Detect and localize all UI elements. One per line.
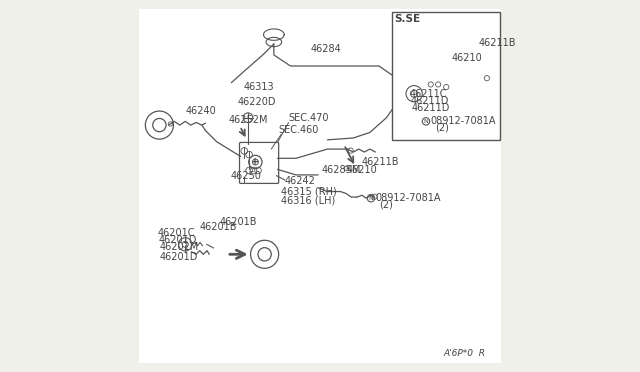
- Text: N: N: [424, 119, 428, 124]
- FancyBboxPatch shape: [239, 142, 278, 183]
- Text: 46201C: 46201C: [157, 228, 195, 238]
- Text: 46211D: 46211D: [411, 103, 449, 113]
- Text: +: +: [252, 157, 259, 167]
- Text: 46211B: 46211B: [362, 157, 399, 167]
- Text: 46284: 46284: [311, 44, 342, 54]
- Text: S.SE: S.SE: [395, 14, 420, 24]
- Text: SEC.460: SEC.460: [278, 125, 319, 135]
- Text: N: N: [369, 196, 373, 201]
- Text: 46201D: 46201D: [158, 235, 196, 245]
- Text: 46201D: 46201D: [159, 252, 198, 262]
- Text: 08912-7081A: 08912-7081A: [376, 193, 441, 203]
- Text: (2): (2): [379, 199, 392, 209]
- Text: 46252M: 46252M: [228, 115, 268, 125]
- Text: A'6P*0  R: A'6P*0 R: [444, 350, 486, 359]
- Text: 46242: 46242: [285, 176, 316, 186]
- Text: 46313: 46313: [243, 82, 274, 92]
- Text: 46220D: 46220D: [237, 97, 276, 107]
- Text: 46201M: 46201M: [159, 242, 198, 252]
- Text: 46211C: 46211C: [410, 89, 447, 99]
- Text: 46315 (RH): 46315 (RH): [281, 186, 337, 196]
- Text: (2): (2): [435, 123, 449, 133]
- Text: 46210: 46210: [451, 52, 482, 62]
- Text: SEC.470: SEC.470: [289, 113, 329, 123]
- Text: 46211B: 46211B: [479, 38, 516, 48]
- Text: 46210: 46210: [347, 166, 378, 176]
- Text: 46316 (LH): 46316 (LH): [281, 195, 335, 205]
- Text: 46201B: 46201B: [220, 217, 257, 227]
- Text: 08912-7081A: 08912-7081A: [431, 116, 496, 126]
- Text: 46250: 46250: [230, 171, 262, 181]
- Text: 46211D: 46211D: [410, 96, 449, 106]
- Bar: [392, 13, 500, 140]
- Text: 46240: 46240: [185, 106, 216, 116]
- Text: 46285M: 46285M: [322, 165, 361, 175]
- Text: 46201B: 46201B: [200, 222, 237, 232]
